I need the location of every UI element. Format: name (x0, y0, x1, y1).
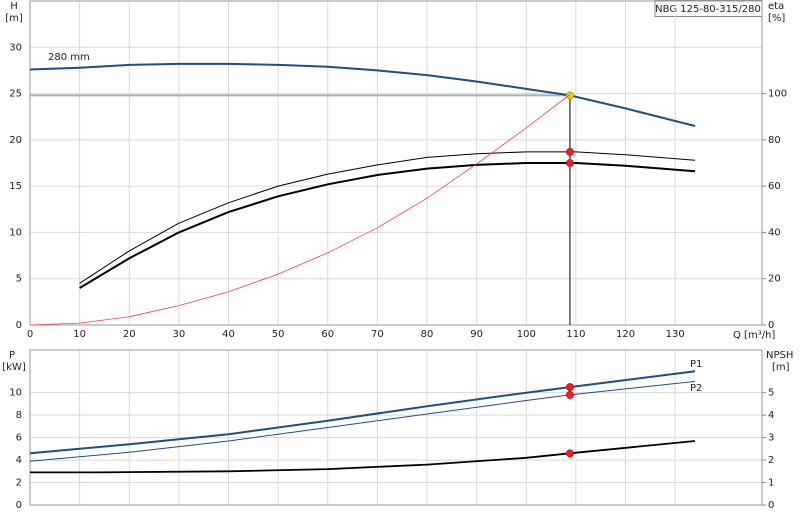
y-tick-label: 2 (16, 478, 22, 489)
y2-tick-label: 4 (768, 410, 774, 421)
y2-tick-label: 0 (768, 500, 774, 511)
series-line (29, 62, 696, 127)
series-line (79, 151, 696, 284)
y2-tick-label: 2 (768, 455, 774, 466)
y2-tick-label: 100 (768, 89, 787, 100)
duty-point (566, 383, 574, 391)
y2-tick-label: 5 (768, 388, 774, 399)
y-tick-label: 20 (9, 135, 22, 146)
duty-point (566, 159, 574, 167)
y2-unit: [m] (772, 362, 790, 373)
x-tick-label: 0 (27, 329, 33, 340)
series-label: 280 mm (48, 52, 90, 63)
y-tick-label: 8 (16, 410, 22, 421)
y2-tick-label: 0 (768, 320, 774, 331)
series-line (30, 440, 696, 474)
y2-tick-label: 3 (768, 433, 774, 444)
series-line (29, 94, 571, 326)
plot-frame (29, 0, 763, 326)
y2-tick-label: 60 (768, 181, 781, 192)
y-tick-label: 5 (16, 274, 22, 285)
plot-frame (29, 349, 763, 506)
series-line (79, 162, 696, 289)
y2-unit: [%] (768, 13, 785, 24)
x-tick-label: 80 (421, 329, 434, 340)
x-tick-label: 10 (73, 329, 86, 340)
y-tick-label: 4 (16, 455, 22, 466)
duty-point (566, 147, 574, 156)
x-tick-label: 20 (123, 329, 136, 340)
duty-point (566, 391, 574, 399)
y-label: H (10, 1, 18, 12)
y-unit: [m] (5, 13, 23, 24)
x-tick-label: 100 (517, 329, 536, 340)
duty-point (566, 449, 574, 458)
y2-tick-label: 80 (768, 135, 781, 146)
y2-tick-label: 1 (768, 478, 774, 489)
x-tick-label: 50 (272, 329, 285, 340)
y-tick-label: 30 (9, 42, 22, 53)
y2-label: NPSH (766, 350, 793, 361)
x-tick-label: 30 (173, 329, 186, 340)
x-label: Q [m³/h] (733, 330, 775, 341)
x-tick-label: 40 (222, 329, 235, 340)
y-tick-label: 15 (9, 181, 22, 192)
x-tick-label: 70 (371, 329, 384, 340)
x-tick-label: 110 (566, 329, 585, 340)
y-tick-label: 10 (9, 227, 22, 238)
series-label: P2 (690, 383, 702, 394)
series-line (29, 380, 696, 462)
x-tick-label: 120 (616, 329, 635, 340)
y-tick-label: 6 (16, 433, 22, 444)
y-tick-label: 10 (9, 388, 22, 399)
x-tick-label: 130 (666, 329, 685, 340)
series-label: P1 (690, 359, 702, 370)
y-tick-label: 25 (9, 89, 22, 100)
duty-point (566, 91, 574, 100)
chart-title: NBG 125-80-315/280 (655, 4, 761, 15)
y-label: P (9, 350, 15, 361)
y-tick-label: 0 (16, 320, 22, 331)
y2-label: eta (768, 1, 784, 12)
series-line (29, 370, 696, 455)
y2-tick-label: 20 (768, 274, 781, 285)
x-tick-label: 60 (321, 329, 334, 340)
y2-tick-label: 40 (768, 227, 781, 238)
y-tick-label: 0 (16, 500, 22, 511)
y-unit: [kW] (2, 362, 26, 373)
x-tick-label: 90 (470, 329, 483, 340)
